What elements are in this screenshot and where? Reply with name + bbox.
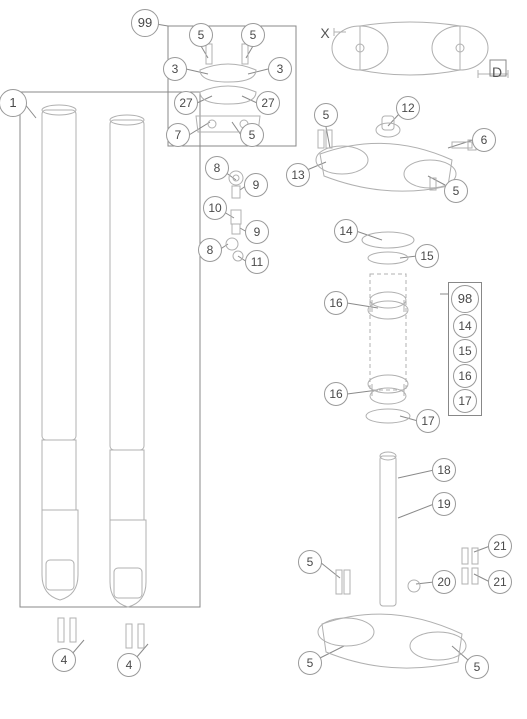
callout-16: 16	[324, 382, 348, 406]
callout-5: 5	[298, 550, 322, 574]
callout-5: 5	[465, 655, 489, 679]
parts-kit-header: 98	[451, 285, 479, 313]
callout-3: 3	[163, 57, 187, 81]
callout-4: 4	[117, 653, 141, 677]
callout-5: 5	[189, 23, 213, 47]
callout-5: 5	[314, 103, 338, 127]
callout-1: 1	[0, 89, 27, 117]
callout-8: 8	[198, 238, 222, 262]
callout-21: 21	[488, 534, 512, 558]
parts-kit-item: 17	[453, 389, 477, 413]
callout-5: 5	[444, 179, 468, 203]
parts-kit-item: 14	[453, 314, 477, 338]
callout-3: 3	[268, 57, 292, 81]
callout-12: 12	[396, 96, 420, 120]
callout-5: 5	[298, 651, 322, 675]
dimension-x-label: X	[320, 25, 329, 41]
callout-17: 17	[416, 409, 440, 433]
callout-13: 13	[286, 163, 310, 187]
exploded-diagram: { "dimensions": { "x_label": "X", "d_lab…	[0, 0, 527, 719]
callout-9: 9	[245, 220, 269, 244]
callout-10: 10	[203, 196, 227, 220]
callout-4: 4	[52, 648, 76, 672]
callout-19: 19	[432, 492, 456, 516]
callout-16: 16	[324, 291, 348, 315]
callout-8: 8	[205, 156, 229, 180]
callout-6: 6	[472, 128, 496, 152]
callout-99: 99	[131, 9, 159, 37]
callout-7: 7	[166, 123, 190, 147]
callout-27: 27	[256, 91, 280, 115]
parts-kit-item: 16	[453, 364, 477, 388]
callout-11: 11	[245, 250, 269, 274]
callout-27: 27	[174, 91, 198, 115]
callout-5: 5	[241, 23, 265, 47]
dimension-d-label: D	[492, 64, 502, 80]
callout-14: 14	[334, 219, 358, 243]
parts-kit-item: 15	[453, 339, 477, 363]
callout-18: 18	[432, 458, 456, 482]
callout-20: 20	[432, 570, 456, 594]
callout-9: 9	[244, 173, 268, 197]
callout-21: 21	[488, 570, 512, 594]
callout-15: 15	[415, 244, 439, 268]
callout-5: 5	[240, 123, 264, 147]
parts-kit-box: 98 14 15 16 17	[448, 282, 482, 416]
